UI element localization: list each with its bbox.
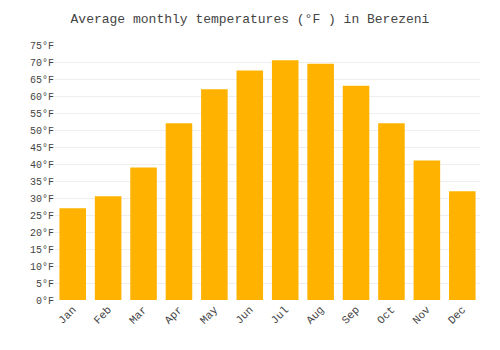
svg-text:Dec: Dec: [446, 304, 468, 326]
svg-text:55°F: 55°F: [30, 109, 54, 120]
svg-text:50°F: 50°F: [30, 126, 54, 137]
svg-text:75°F: 75°F: [30, 41, 54, 52]
svg-text:45°F: 45°F: [30, 143, 54, 154]
svg-text:0°F: 0°F: [36, 296, 54, 307]
svg-text:25°F: 25°F: [30, 211, 54, 222]
svg-text:Jul: Jul: [269, 304, 291, 326]
svg-text:5°F: 5°F: [36, 279, 54, 290]
svg-text:15°F: 15°F: [30, 245, 54, 256]
svg-text:Feb: Feb: [92, 304, 114, 326]
svg-text:30°F: 30°F: [30, 194, 54, 205]
svg-text:Average monthly temperatures (: Average monthly temperatures (°F ) in Be…: [71, 12, 430, 27]
svg-text:Jan: Jan: [56, 304, 78, 326]
svg-text:35°F: 35°F: [30, 177, 54, 188]
svg-text:Sep: Sep: [340, 304, 362, 326]
svg-text:65°F: 65°F: [30, 75, 54, 86]
svg-text:Nov: Nov: [410, 304, 433, 327]
svg-text:40°F: 40°F: [30, 160, 54, 171]
svg-text:Aug: Aug: [304, 304, 326, 326]
svg-text:May: May: [198, 304, 221, 327]
svg-text:10°F: 10°F: [30, 262, 54, 273]
svg-text:70°F: 70°F: [30, 58, 54, 69]
svg-text:Oct: Oct: [375, 304, 397, 326]
svg-text:20°F: 20°F: [30, 228, 54, 239]
svg-text:Apr: Apr: [162, 304, 184, 326]
svg-text:Jun: Jun: [233, 304, 255, 326]
svg-text:60°F: 60°F: [30, 92, 54, 103]
svg-text:Mar: Mar: [127, 304, 149, 326]
